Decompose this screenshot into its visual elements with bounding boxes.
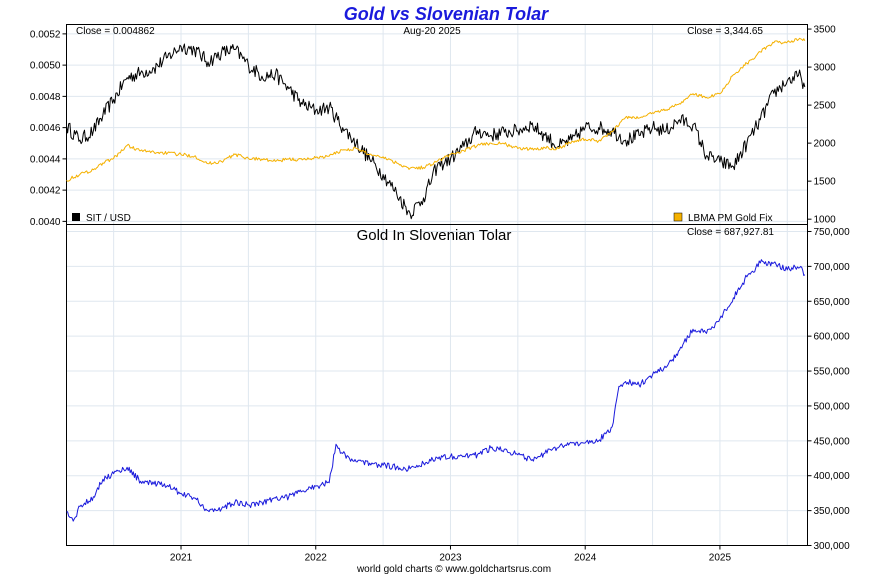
bottom-panel-grid [66, 224, 808, 546]
top-left-tick-label: 0.0048 [30, 92, 61, 103]
bottom-panel-frame [66, 224, 808, 546]
top-right-axis: 1000 1500 2000 2500 3000 3500 [807, 25, 837, 226]
footer-credit: world gold charts © www.goldchartsrus.co… [356, 564, 551, 575]
date-label: Aug-20 2025 [403, 26, 461, 37]
bottom-panel-series [66, 259, 806, 522]
top-left-tick-label: 0.0042 [30, 186, 61, 197]
legend-label-gold: LBMA PM Gold Fix [688, 213, 772, 224]
top-left-tick-label: 0.0050 [30, 61, 61, 72]
bottom-right-tick-label: 400,000 [814, 471, 851, 482]
x-tick-label: 2022 [305, 553, 328, 564]
bottom-right-tick-label: 500,000 [814, 401, 851, 412]
x-axis: 2021 2022 2023 2024 2025 [170, 545, 732, 564]
bottom-right-tick-label: 300,000 [814, 541, 851, 552]
x-tick-label: 2021 [170, 553, 193, 564]
top-panel-series [66, 37, 806, 220]
lbma-gold-fix-line [66, 37, 806, 182]
top-right-tick-label: 2000 [814, 139, 837, 150]
bottom-right-tick-label: 650,000 [814, 297, 851, 308]
bottom-panel-title: Gold In Slovenian Tolar [357, 227, 512, 244]
top-right-tick-label: 1000 [814, 215, 837, 226]
top-panel-grid [66, 24, 808, 225]
top-left-axis: 0.0040 0.0042 0.0044 0.0046 0.0048 0.0050 0.00… [30, 29, 67, 228]
top-panel-frame [66, 24, 808, 225]
legend-swatch-gold [673, 212, 683, 222]
chart-title: Gold vs Slovenian Tolar [344, 4, 549, 24]
top-right-tick-label: 2500 [814, 101, 837, 112]
sit-usd-line [66, 43, 806, 220]
legend-swatch-sit [72, 213, 80, 221]
gold-in-tolar-line [66, 259, 806, 522]
top-right-tick-label: 3500 [814, 25, 837, 36]
bottom-right-tick-label: 350,000 [814, 506, 851, 517]
bottom-right-tick-label: 550,000 [814, 367, 851, 378]
bottom-right-tick-label: 450,000 [814, 436, 851, 447]
top-left-tick-label: 0.0046 [30, 123, 61, 134]
bottom-right-tick-label: 750,000 [814, 227, 851, 238]
bottom-close-label: Close = 687,927.81 [687, 227, 774, 238]
top-left-tick-label: 0.0040 [30, 217, 61, 228]
top-right-tick-label: 3000 [814, 63, 837, 74]
bottom-right-tick-label: 700,000 [814, 262, 851, 273]
top-left-close: Close = 0.004862 [76, 26, 155, 37]
bottom-right-tick-label: 600,000 [814, 332, 851, 343]
bottom-right-axis: 300,000 350,000 400,000 450,000 500,000 550,0… [807, 227, 851, 552]
top-right-tick-label: 1500 [814, 177, 837, 188]
legend-label-sit: SIT / USD [86, 213, 131, 224]
x-tick-label: 2023 [439, 553, 462, 564]
top-left-tick-label: 0.0052 [30, 29, 61, 40]
top-right-close: Close = 3,344.65 [687, 26, 763, 37]
x-tick-label: 2025 [709, 553, 732, 564]
top-left-tick-label: 0.0044 [30, 154, 61, 165]
x-tick-label: 2024 [574, 553, 597, 564]
